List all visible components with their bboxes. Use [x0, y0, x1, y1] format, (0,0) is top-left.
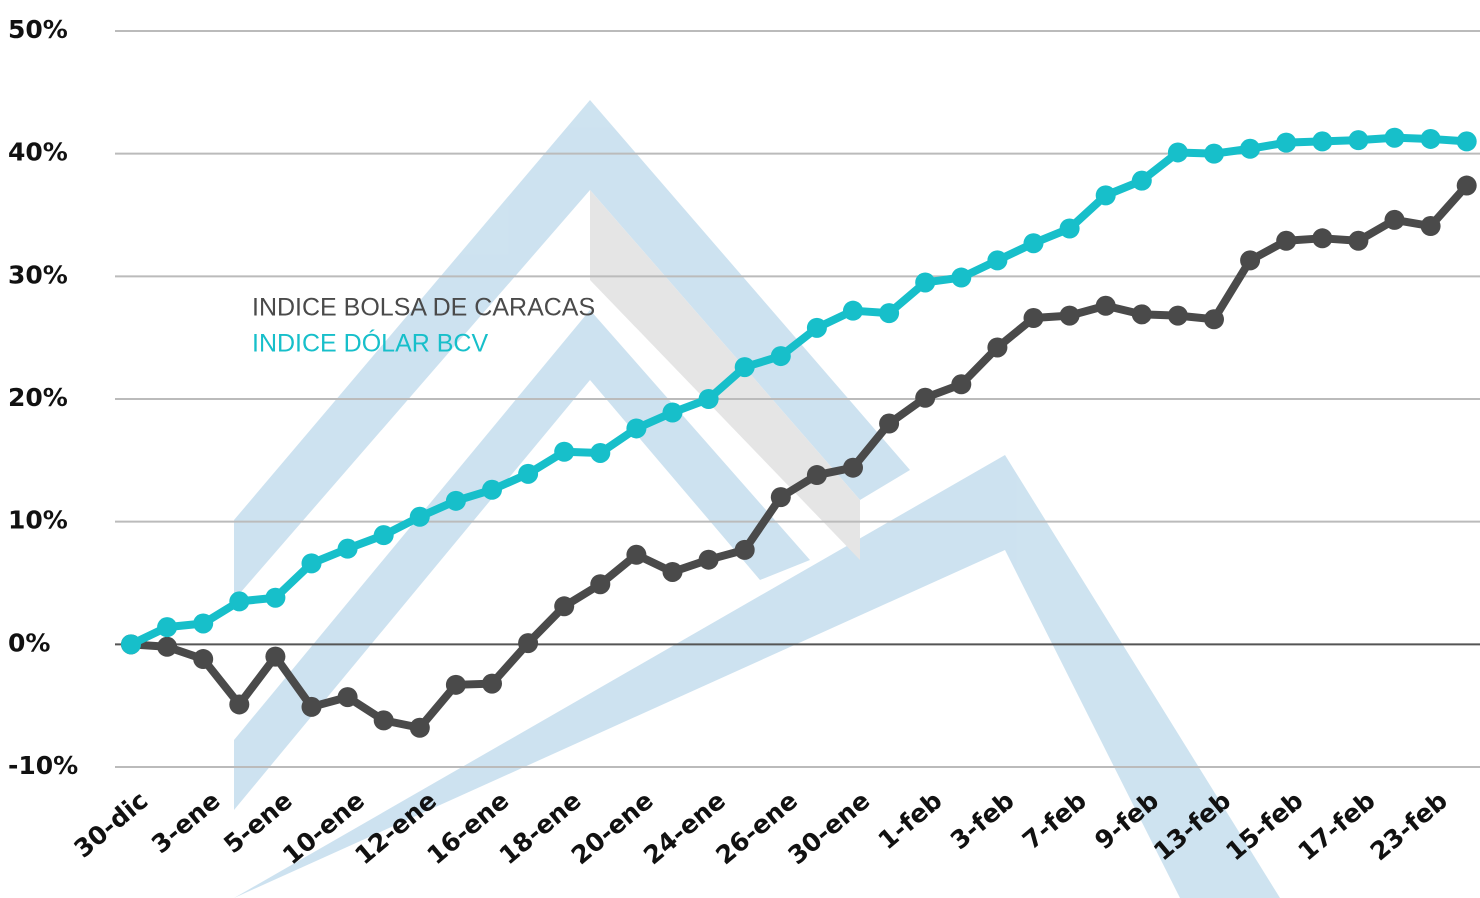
- chart: -10%0%10%20%30%40%50%30-dic3-ene5-ene10-…: [0, 0, 1480, 898]
- point: [951, 374, 971, 394]
- point: [1276, 231, 1296, 251]
- point: [663, 562, 683, 582]
- point: [590, 574, 610, 594]
- x-tick-label: 3-ene: [146, 786, 226, 859]
- watermark: [234, 100, 1280, 898]
- point: [735, 540, 755, 560]
- point: [1276, 133, 1296, 153]
- point: [410, 718, 430, 738]
- point: [699, 389, 719, 409]
- y-tick-label: 20%: [8, 383, 68, 412]
- point: [1168, 306, 1188, 326]
- point: [771, 487, 791, 507]
- point: [518, 633, 538, 653]
- y-tick-label: 40%: [8, 138, 68, 167]
- point: [265, 588, 285, 608]
- legend-label: INDICE DÓLAR BCV: [252, 329, 488, 358]
- point: [554, 442, 574, 462]
- x-tick-label: 30-dic: [68, 786, 153, 864]
- point: [1385, 210, 1405, 230]
- point: [1060, 218, 1080, 238]
- point: [157, 637, 177, 657]
- y-tick-label: 50%: [8, 15, 68, 44]
- x-tick-label: 30-ene: [783, 786, 876, 870]
- point: [663, 402, 683, 422]
- point: [554, 596, 574, 616]
- point: [1240, 139, 1260, 159]
- point: [1385, 128, 1405, 148]
- point: [482, 480, 502, 500]
- point: [590, 443, 610, 463]
- x-tick-label: 3-feb: [945, 786, 1020, 855]
- point: [482, 674, 502, 694]
- point: [1312, 228, 1332, 248]
- point: [1348, 231, 1368, 251]
- point: [338, 539, 358, 559]
- point: [699, 550, 719, 570]
- point: [771, 346, 791, 366]
- point: [915, 388, 935, 408]
- point: [1421, 129, 1441, 149]
- point: [121, 634, 141, 654]
- x-tick-label: 23-feb: [1365, 786, 1453, 867]
- x-tick-label: 7-feb: [1017, 786, 1092, 855]
- y-tick-label: -10%: [8, 751, 78, 780]
- point: [1240, 250, 1260, 270]
- point: [987, 250, 1007, 270]
- point: [1096, 185, 1116, 205]
- point: [193, 649, 213, 669]
- point: [1204, 309, 1224, 329]
- y-tick-label: 30%: [8, 260, 68, 289]
- point: [338, 687, 358, 707]
- point: [1348, 130, 1368, 150]
- point: [987, 337, 1007, 357]
- point: [302, 697, 322, 717]
- point: [446, 675, 466, 695]
- point: [374, 525, 394, 545]
- point: [1024, 233, 1044, 253]
- point: [1421, 216, 1441, 236]
- point: [229, 694, 249, 714]
- point: [1132, 171, 1152, 191]
- point: [265, 647, 285, 667]
- point: [879, 303, 899, 323]
- point: [626, 545, 646, 565]
- point: [193, 613, 213, 633]
- point: [1457, 131, 1477, 151]
- point: [1457, 176, 1477, 196]
- point: [843, 301, 863, 321]
- point: [951, 268, 971, 288]
- point: [1312, 131, 1332, 151]
- point: [302, 553, 322, 573]
- point: [843, 458, 863, 478]
- point: [807, 465, 827, 485]
- x-tick-label: 17-feb: [1292, 786, 1380, 867]
- point: [229, 591, 249, 611]
- legend-label: INDICE BOLSA DE CARACAS: [252, 294, 595, 322]
- point: [735, 357, 755, 377]
- point: [1096, 296, 1116, 316]
- point: [157, 617, 177, 637]
- y-tick-label: 0%: [8, 628, 50, 657]
- y-tick-label: 10%: [8, 506, 68, 535]
- point: [518, 464, 538, 484]
- point: [807, 318, 827, 338]
- point: [879, 414, 899, 434]
- point: [1204, 144, 1224, 164]
- point: [1060, 306, 1080, 326]
- point: [1168, 142, 1188, 162]
- point: [1132, 304, 1152, 324]
- point: [410, 507, 430, 527]
- x-tick-label: 1-feb: [873, 786, 948, 855]
- point: [626, 418, 646, 438]
- point: [374, 710, 394, 730]
- point: [446, 491, 466, 511]
- point: [1024, 308, 1044, 328]
- point: [915, 272, 935, 292]
